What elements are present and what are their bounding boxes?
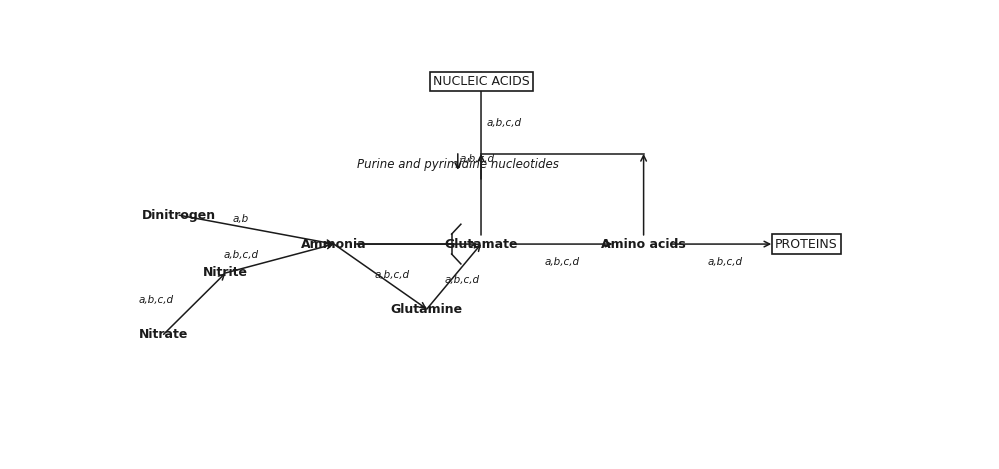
- Text: a,b,c,d: a,b,c,d: [544, 257, 579, 267]
- Text: Purine and pyrimidine nucleotides: Purine and pyrimidine nucleotides: [357, 158, 558, 171]
- Text: a,b,c,d: a,b,c,d: [224, 250, 259, 260]
- Text: Nitrite: Nitrite: [203, 266, 248, 280]
- Text: a,b,c,d: a,b,c,d: [375, 270, 410, 280]
- Text: a,b,c,d: a,b,c,d: [445, 275, 480, 285]
- Text: a,b,c,d: a,b,c,d: [460, 154, 495, 164]
- Text: NUCLEIC ACIDS: NUCLEIC ACIDS: [433, 75, 529, 88]
- Text: a,b,c,d: a,b,c,d: [707, 257, 742, 267]
- Text: Glutamate: Glutamate: [445, 238, 517, 250]
- Text: a,b: a,b: [233, 214, 249, 224]
- Text: Ammonia: Ammonia: [301, 238, 367, 250]
- Text: Amino acids: Amino acids: [601, 238, 686, 250]
- Text: a,b,c,d: a,b,c,d: [487, 118, 521, 128]
- Text: Glutamine: Glutamine: [391, 303, 463, 316]
- Text: PROTEINS: PROTEINS: [775, 238, 837, 250]
- Text: Dinitrogen: Dinitrogen: [142, 209, 216, 222]
- Text: Nitrate: Nitrate: [139, 328, 188, 341]
- Text: a,b,c,d: a,b,c,d: [138, 295, 174, 305]
